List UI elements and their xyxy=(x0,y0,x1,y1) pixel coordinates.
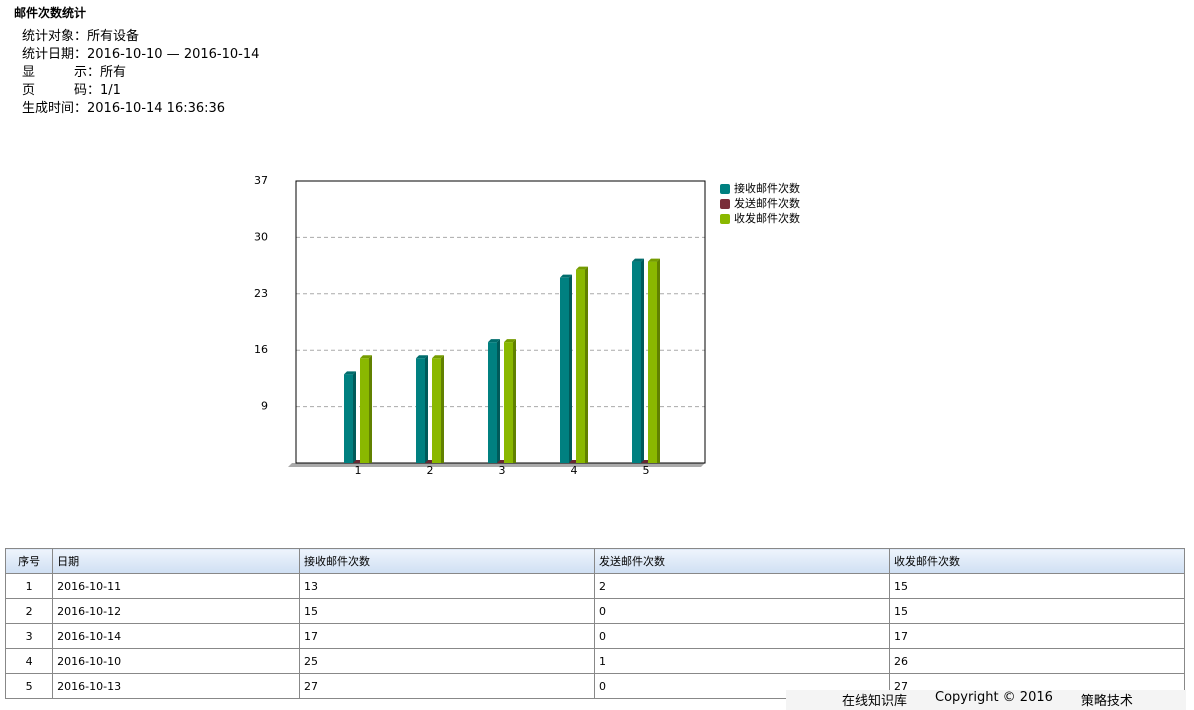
bar-top xyxy=(416,355,428,359)
bar-side xyxy=(585,266,588,463)
bar-side xyxy=(369,355,372,463)
bar-top xyxy=(488,339,500,343)
table-cell: 2016-10-10 xyxy=(52,648,300,674)
footer-item: Copyright © 2016 xyxy=(935,690,1053,705)
table-cell: 13 xyxy=(298,573,595,599)
y-tick-label: 23 xyxy=(254,287,268,300)
page-title: 邮件次数统计 xyxy=(14,6,87,20)
table-cell: 2016-10-14 xyxy=(52,623,300,649)
x-tick-label: 2 xyxy=(427,464,434,477)
table-row: 2 2016-10-12 15 0 15 xyxy=(4,598,1186,624)
bar-top xyxy=(648,258,660,262)
footer: 在线知识库 Copyright © 2016 策略技术 xyxy=(786,690,1186,710)
table-cell: 2 xyxy=(593,573,890,599)
x-tick-label: 4 xyxy=(571,464,578,477)
bar-top xyxy=(432,355,444,359)
info-line: 显 示：所有 xyxy=(22,65,127,80)
legend-label: 发送邮件次数 xyxy=(734,196,800,210)
table-cell: 1 xyxy=(593,648,890,674)
bar-top xyxy=(425,460,434,463)
column-header: 收发邮件次数 xyxy=(888,548,1186,574)
y-tick-label: 37 xyxy=(254,174,268,187)
legend-swatch xyxy=(720,199,730,209)
table-cell: 27 xyxy=(298,673,595,699)
table-cell: 2016-10-12 xyxy=(52,598,300,624)
bar-top xyxy=(576,266,588,270)
bar-top xyxy=(560,274,572,278)
bar xyxy=(488,342,497,463)
table-cell: 2016-10-13 xyxy=(52,673,300,699)
table-cell: 17 xyxy=(298,623,595,649)
info-line: 页 码：1/1 xyxy=(22,83,121,98)
bar xyxy=(360,358,369,463)
data-table: 序号 日期 接收邮件次数 发送邮件次数 收发邮件次数 1 2016-10-11 13 2 15 2 2… xyxy=(4,548,1186,699)
column-header: 序号 xyxy=(4,548,54,574)
table-header: 序号 日期 接收邮件次数 发送邮件次数 收发邮件次数 xyxy=(4,548,1186,574)
bar-top xyxy=(353,460,362,463)
bar xyxy=(504,342,513,463)
table-cell: 0 xyxy=(593,598,890,624)
info-line: 统计对象：所有设备 xyxy=(22,29,140,44)
legend-label: 接收邮件次数 xyxy=(734,181,800,195)
table-cell: 5 xyxy=(4,673,54,699)
table-cell: 2 xyxy=(4,598,54,624)
legend-swatch xyxy=(720,214,730,224)
bar xyxy=(632,261,641,463)
column-header: 接收邮件次数 xyxy=(298,548,595,574)
bar-side xyxy=(425,355,428,463)
bar xyxy=(432,358,441,463)
bar xyxy=(576,269,585,463)
info-line: 生成时间：2016-10-14 16:36:36 xyxy=(22,101,226,116)
table-cell: 4 xyxy=(4,648,54,674)
bar-side xyxy=(641,258,644,463)
table-row: 1 2016-10-11 13 2 15 xyxy=(4,573,1186,599)
table-cell: 0 xyxy=(593,623,890,649)
table-cell: 15 xyxy=(888,598,1186,624)
table-row: 3 2016-10-14 17 0 17 xyxy=(4,623,1186,649)
floor xyxy=(288,463,705,467)
table-cell: 15 xyxy=(888,573,1186,599)
bar-top xyxy=(641,460,650,463)
table-cell: 17 xyxy=(888,623,1186,649)
bar-side xyxy=(441,355,444,463)
x-tick-label: 5 xyxy=(643,464,650,477)
bar-top xyxy=(632,258,644,262)
table-cell: 2016-10-11 xyxy=(52,573,300,599)
bar-side xyxy=(569,274,572,463)
bar xyxy=(344,374,353,463)
bar-side xyxy=(513,339,516,463)
bar-side xyxy=(353,371,356,463)
y-tick-label: 30 xyxy=(254,230,268,243)
bar-top xyxy=(344,371,356,375)
x-tick-label: 3 xyxy=(499,464,506,477)
footer-item: 在线知识库 xyxy=(842,694,908,709)
table-cell: 3 xyxy=(4,623,54,649)
bar-side xyxy=(657,258,660,463)
legend-label: 收发邮件次数 xyxy=(734,211,800,225)
x-tick-label: 1 xyxy=(355,464,362,477)
footer-item: 策略技术 xyxy=(1080,694,1133,709)
info-line: 统计日期：2016-10-10 — 2016-10-14 xyxy=(22,47,260,62)
bar xyxy=(560,277,569,463)
column-header: 发送邮件次数 xyxy=(593,548,890,574)
bar xyxy=(648,261,657,463)
bar-top xyxy=(504,339,516,343)
table-cell: 1 xyxy=(4,573,54,599)
bar-top xyxy=(360,355,372,359)
legend-swatch xyxy=(720,184,730,194)
column-header: 日期 xyxy=(52,548,300,574)
info-block: 统计对象：所有设备统计日期：2016-10-10 — 2016-10-14 显 示… xyxy=(22,28,259,118)
table-cell: 26 xyxy=(888,648,1186,674)
table-cell: 25 xyxy=(298,648,595,674)
bar-side xyxy=(497,339,500,463)
bar xyxy=(416,358,425,463)
y-tick-label: 9 xyxy=(261,400,268,413)
bar-top xyxy=(497,460,506,463)
table-cell: 15 xyxy=(298,598,595,624)
table-row: 4 2016-10-10 25 1 26 xyxy=(4,648,1186,674)
bar-top xyxy=(569,460,578,463)
y-tick-label: 16 xyxy=(254,343,268,356)
